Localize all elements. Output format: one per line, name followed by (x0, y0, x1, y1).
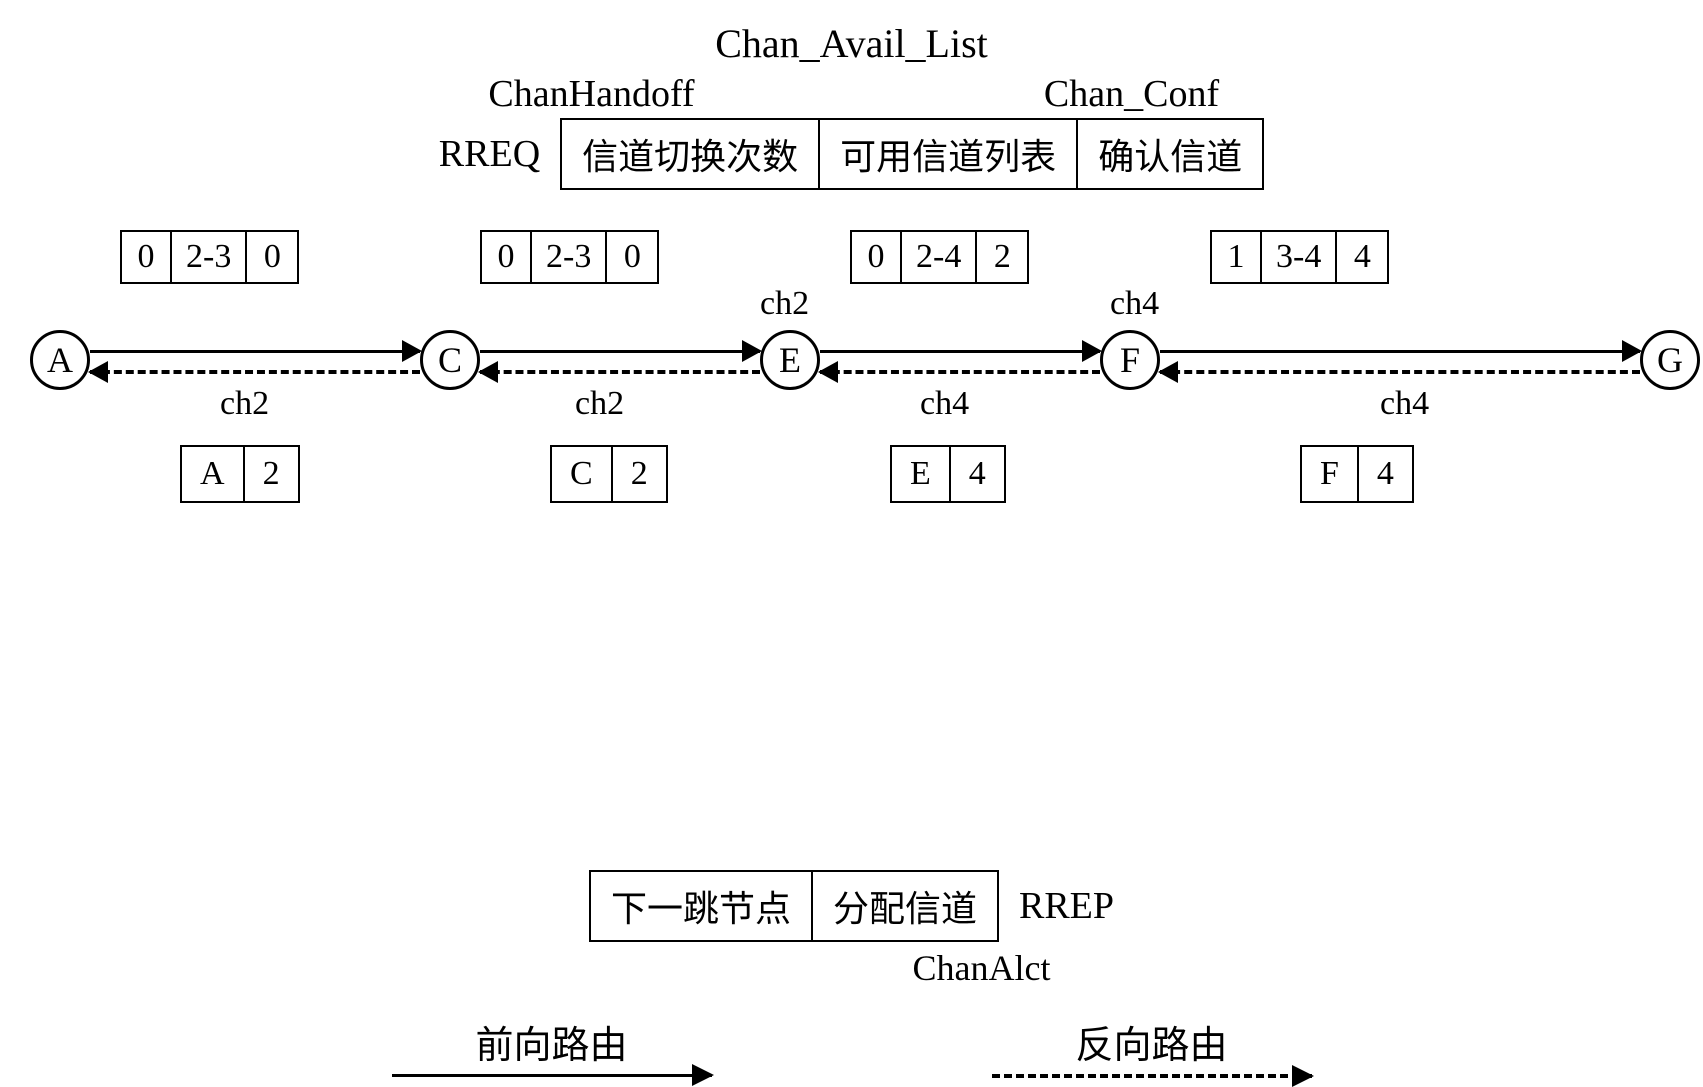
packet-cell: 2-3 (172, 232, 247, 282)
rreq-cell-0: 信道切换次数 (562, 120, 820, 188)
rrep-legend-cell-0: 下一跳节点 (591, 872, 813, 940)
header-labels: ChanHandoff Chan_Conf (20, 72, 1683, 116)
ch-label-bottom-0: ch2 (220, 385, 269, 423)
node-f: F (1100, 330, 1160, 390)
packet-cell: 1 (1212, 232, 1262, 282)
packet-cell: 0 (247, 232, 297, 282)
rrep-box-2: E 4 (890, 445, 1006, 503)
legend-backward-text: 反向路由 (1075, 1014, 1227, 1069)
forward-arrow-1 (480, 350, 760, 353)
rrep-box-0: A 2 (180, 445, 300, 503)
title-row: Chan_Avail_List (20, 20, 1683, 67)
rrep-side-label: RREP (1019, 884, 1114, 928)
packet-cell: 4 (1337, 232, 1387, 282)
forward-arrow-3 (1160, 350, 1640, 353)
backward-arrow-2 (820, 370, 1100, 374)
chan-avail-list-title: Chan_Avail_List (715, 21, 988, 66)
node-a: A (30, 330, 90, 390)
rrep-cell: C (552, 447, 613, 501)
packet-3: 1 3-4 4 (1210, 230, 1389, 284)
rrep-cell: E (892, 447, 951, 501)
packet-cell: 3-4 (1262, 232, 1337, 282)
chan-handoff-label: ChanHandoff (452, 72, 732, 116)
diagram-container: Chan_Avail_List ChanHandoff Chan_Conf RR… (20, 20, 1683, 931)
packet-cell: 0 (482, 232, 532, 282)
rreq-table: 信道切换次数 可用信道列表 确认信道 (560, 118, 1264, 190)
backward-arrow-3 (1160, 370, 1640, 374)
packet-1: 0 2-3 0 (480, 230, 659, 284)
rreq-cell-2: 确认信道 (1078, 120, 1262, 188)
rrep-cell: 2 (245, 447, 298, 501)
ch-label-bottom-1: ch2 (575, 385, 624, 423)
forward-arrow-0 (90, 350, 420, 353)
forward-arrow-2 (820, 350, 1100, 353)
node-c: C (420, 330, 480, 390)
legend-forward: 前向路由 (392, 1014, 712, 1078)
packet-cell: 2-4 (902, 232, 977, 282)
rrep-legend-cell-1: 分配信道 (813, 872, 997, 940)
ch-label-top-3: ch4 (1110, 285, 1159, 323)
legend-arrow-dashed-icon (992, 1074, 1312, 1078)
rrep-cell: A (182, 447, 245, 501)
packet-cell: 0 (852, 232, 902, 282)
legend-backward: 反向路由 (992, 1014, 1312, 1078)
packet-cell: 0 (122, 232, 172, 282)
packet-cell: 0 (607, 232, 657, 282)
packet-2: 0 2-4 2 (850, 230, 1029, 284)
legend-arrow-solid-icon (392, 1074, 712, 1077)
packet-0: 0 2-3 0 (120, 230, 299, 284)
rrep-legend-table: 下一跳节点 分配信道 (589, 870, 999, 942)
rrep-cell: 4 (1359, 447, 1412, 501)
packet-cell: 2-3 (532, 232, 607, 282)
node-g: G (1640, 330, 1700, 390)
rreq-label: RREQ (439, 132, 540, 176)
legend-arrows: 前向路由 反向路由 (20, 1014, 1683, 1078)
rreq-cell-1: 可用信道列表 (820, 120, 1078, 188)
rrep-box-3: F 4 (1300, 445, 1414, 503)
backward-arrow-1 (480, 370, 760, 374)
rrep-cell: F (1302, 447, 1359, 501)
rreq-row: RREQ 信道切换次数 可用信道列表 确认信道 (20, 118, 1683, 190)
backward-arrow-0 (90, 370, 420, 374)
rrep-cell: 4 (951, 447, 1004, 501)
ch-label-bottom-2: ch4 (920, 385, 969, 423)
rrep-cell: 2 (613, 447, 666, 501)
rrep-box-1: C 2 (550, 445, 668, 503)
packet-cell: 2 (977, 232, 1027, 282)
legend-forward-text: 前向路由 (475, 1014, 627, 1069)
node-e: E (760, 330, 820, 390)
chan-alct-label: ChanAlct (280, 947, 1683, 989)
rrep-legend-row: 下一跳节点 分配信道 RREP (20, 870, 1683, 942)
network-diagram: 0 2-3 0 0 2-3 0 0 2-4 2 1 3-4 4 A C E F … (20, 250, 1683, 530)
ch-label-bottom-3: ch4 (1380, 385, 1429, 423)
ch-label-top-2: ch2 (760, 285, 809, 323)
chan-conf-label: Chan_Conf (1012, 72, 1252, 116)
